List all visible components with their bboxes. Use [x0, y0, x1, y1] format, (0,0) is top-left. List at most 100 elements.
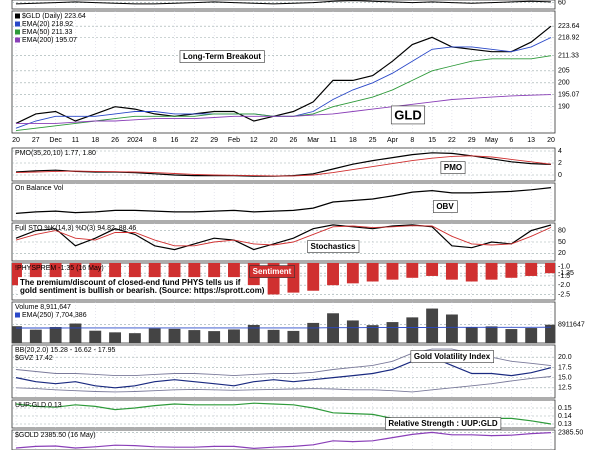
panel [12, 302, 555, 343]
x-tick-label: 12 [250, 137, 258, 144]
x-tick-label: 22 [448, 137, 456, 144]
bar [307, 263, 320, 291]
legend-text: EMA(250) 7,704,386 [22, 312, 87, 319]
panel [12, 11, 555, 133]
bar [386, 263, 399, 280]
annotation-box [307, 240, 360, 253]
panel-frame [11, 301, 556, 344]
legend-text: $GVZ 17.42 [15, 355, 53, 362]
series-line [15, 25, 552, 124]
bar [228, 263, 240, 289]
x-tick-label: 6 [509, 137, 513, 144]
y-tick-label: -2.0 [558, 282, 570, 289]
bar [366, 325, 379, 343]
y-tick-label: 15.0 [558, 374, 572, 381]
bar [12, 326, 22, 343]
bar [49, 263, 62, 289]
bar [69, 263, 82, 291]
y-tick-label: 60 [558, 0, 566, 6]
note-box [18, 285, 267, 297]
bar [267, 329, 280, 343]
y-tick-label: 4 [558, 148, 562, 155]
bar [327, 263, 339, 286]
annotation-box [390, 105, 426, 125]
bar [208, 331, 221, 343]
y-tick-label: 218.92 [558, 34, 580, 41]
bar [465, 263, 478, 282]
legend-text: On Balance Vol [15, 185, 64, 192]
bar [545, 263, 555, 274]
bar [89, 263, 102, 289]
x-tick-label: Mar [307, 137, 320, 144]
x-tick-label: 15 [428, 137, 436, 144]
bar [168, 263, 181, 291]
bar [307, 322, 320, 343]
annotation-box [179, 50, 265, 63]
y-tick-label: -1.35 [558, 270, 574, 277]
x-tick-label: 26 [111, 137, 119, 144]
note-box [18, 277, 243, 289]
y-tick-label: 20.0 [558, 354, 572, 361]
bar [406, 263, 419, 278]
bar [485, 263, 498, 280]
y-tick-label: 205 [558, 68, 570, 75]
legend-text: $GLD (Daily) 223.64 [22, 13, 86, 20]
bar [445, 263, 458, 280]
bar [49, 327, 62, 343]
bar [168, 328, 181, 343]
legend-text: EMA(200) 195.07 [22, 37, 77, 44]
bar [267, 263, 280, 295]
y-tick-label: 8911647 [558, 322, 585, 329]
series-line [15, 155, 552, 177]
y-tick-label: 190 [558, 104, 570, 111]
x-tick-label: 8 [410, 137, 414, 144]
x-tick-label: 18 [349, 137, 357, 144]
series-line [16, 326, 552, 329]
annotation: gold sentiment is bullish or bearish. (S… [20, 286, 265, 295]
bar [346, 263, 359, 284]
bar [109, 332, 122, 343]
bar [426, 263, 439, 276]
annotation: PMO [444, 163, 462, 172]
series-line [15, 0, 552, 5]
y-tick-label: -1.0 [558, 264, 570, 271]
x-tick-label: 2024 [127, 137, 143, 144]
series-line [15, 225, 552, 247]
x-tick-label: May [485, 137, 499, 144]
panel [12, 430, 555, 450]
bar [12, 263, 22, 286]
x-tick-label: Apr [387, 137, 399, 144]
series-line [16, 94, 552, 124]
y-tick-label: 223.64 [558, 23, 580, 30]
bar [148, 263, 161, 288]
x-tick-label: 27 [32, 137, 40, 144]
x-tick-label: 16 [171, 137, 179, 144]
annotation: Relative Strength : UUP:GLD [388, 419, 498, 428]
y-tick-label: -2.5 [558, 291, 570, 298]
x-tick-label: Dec [49, 137, 62, 144]
bar [148, 328, 161, 343]
annotation: OBV [436, 202, 454, 211]
panel-frame [11, 429, 556, 450]
x-tick-label: 20 [12, 137, 20, 144]
x-tick-label: 26 [290, 137, 298, 144]
bar [208, 263, 221, 291]
x-tick-label: 29 [468, 137, 476, 144]
bar [287, 330, 300, 343]
y-tick-label: 17.5 [558, 364, 572, 371]
bar [426, 308, 439, 343]
x-tick-label: 18 [91, 137, 99, 144]
bar [485, 326, 498, 343]
legend-text: $GOLD 2385.50 (16 May) [15, 432, 96, 439]
bar [445, 314, 458, 343]
legend-text: Volume 8,911,647 [15, 304, 71, 311]
bar [525, 263, 538, 276]
annotation-box [433, 200, 458, 213]
annotation: GLD [394, 107, 421, 122]
legend-swatch [15, 37, 20, 43]
y-tick-label: 2 [558, 160, 562, 167]
panel-frame [11, 182, 556, 222]
legend-text: EMA(20) 218.92 [22, 21, 73, 28]
panel-frame [11, 0, 556, 10]
x-tick-label: 29 [210, 137, 218, 144]
